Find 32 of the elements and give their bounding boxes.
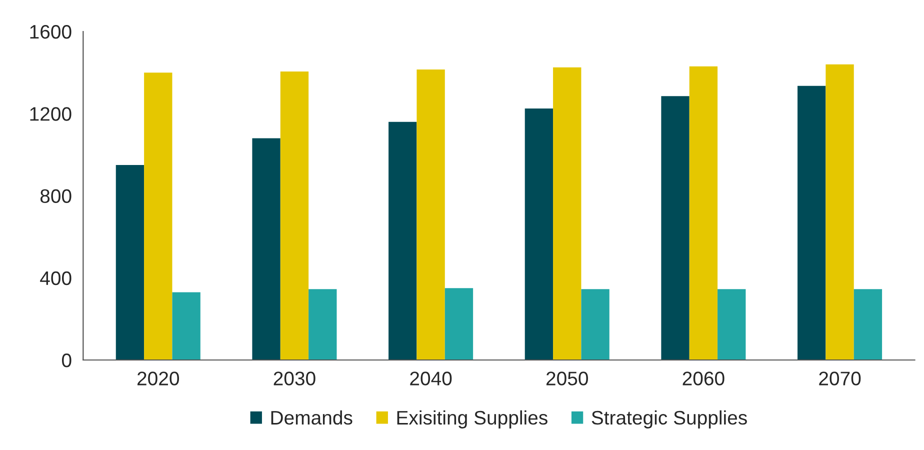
bar xyxy=(444,288,474,360)
bar xyxy=(144,72,172,360)
bar xyxy=(718,289,746,360)
x-tick-label: 2050 xyxy=(546,372,588,386)
y-tick-label: 1200 xyxy=(30,107,72,121)
y-tick-label: 800 xyxy=(40,189,72,203)
bar xyxy=(553,67,582,360)
bar xyxy=(416,69,445,360)
bar xyxy=(388,122,417,360)
bar xyxy=(581,289,610,360)
y-tick-label: 400 xyxy=(40,271,72,286)
x-tick-label: 2060 xyxy=(682,372,724,386)
bar xyxy=(280,72,309,360)
bar xyxy=(252,138,280,360)
bar xyxy=(308,289,337,360)
y-tick-label: 1600 xyxy=(30,24,72,39)
bar xyxy=(826,64,854,360)
bar xyxy=(661,96,690,360)
x-tick-label: 2020 xyxy=(137,372,180,386)
bar xyxy=(172,292,200,360)
y-tick-label: 0 xyxy=(62,353,72,368)
x-tick-label: 2070 xyxy=(819,372,861,386)
bar xyxy=(689,66,718,360)
x-tick-label: 2040 xyxy=(410,372,452,386)
x-tick-label: 2030 xyxy=(274,372,316,386)
legend-label: Strategic Supplies xyxy=(592,410,747,428)
bar xyxy=(116,164,144,360)
bar xyxy=(524,108,554,360)
bar xyxy=(854,289,882,360)
bar xyxy=(798,86,826,360)
legend-label: Demands xyxy=(271,410,352,425)
legend-label: Exisiting Supplies xyxy=(397,410,548,428)
